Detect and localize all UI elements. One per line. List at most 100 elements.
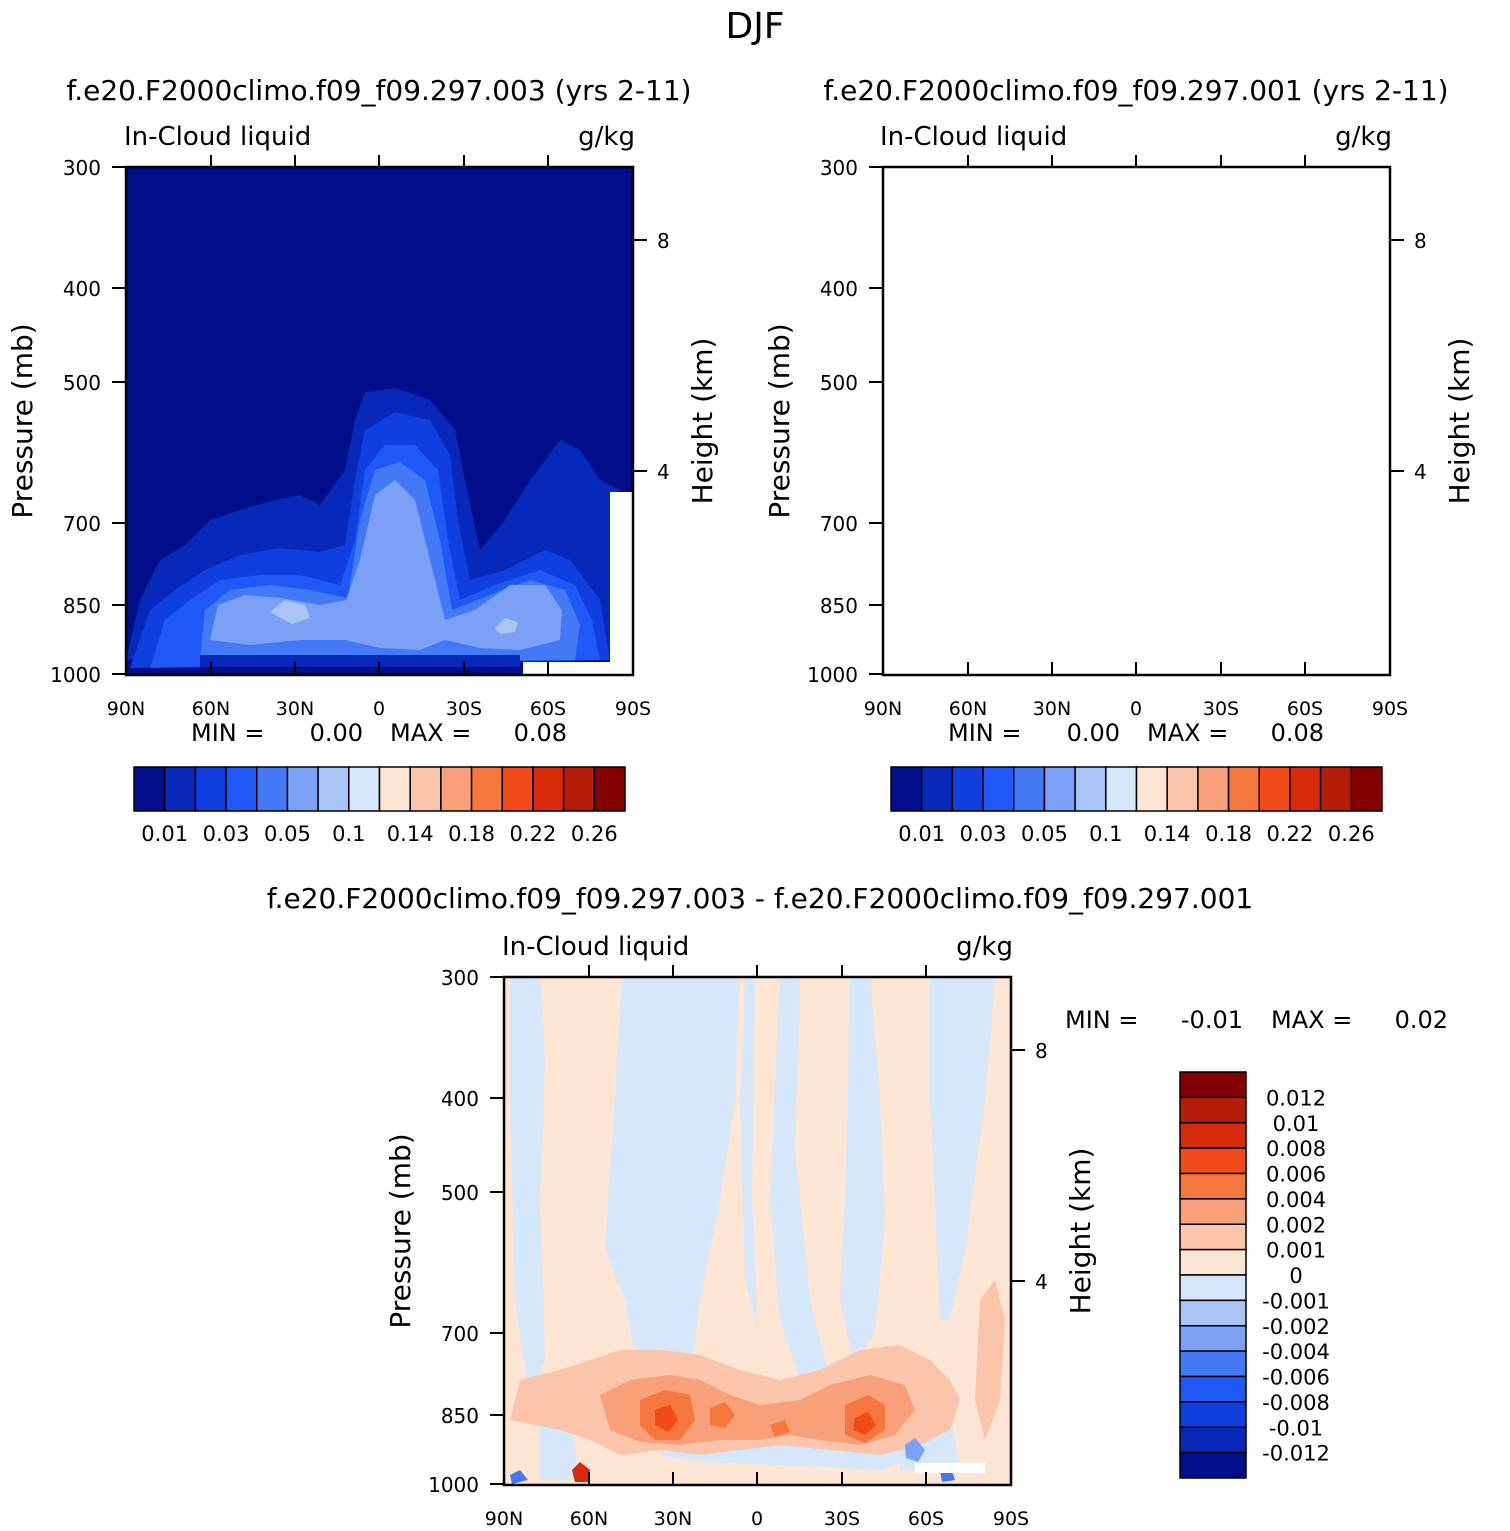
panel-b-xtick-marks bbox=[967, 155, 1306, 675]
panel-a-field bbox=[126, 167, 633, 675]
panel-b-xtick: 60N bbox=[949, 698, 987, 720]
panel-c-ytick: 850 bbox=[441, 1404, 479, 1428]
colorbar-label: 0.22 bbox=[1267, 822, 1314, 846]
colorbar-swatch bbox=[470, 766, 503, 812]
panel-c-max-label: MAX = bbox=[1271, 1006, 1352, 1034]
panel-a-near-surface-band bbox=[200, 655, 520, 667]
colorbar-label: -0.006 bbox=[1262, 1366, 1330, 1390]
colorbar-label: 0.1 bbox=[332, 822, 365, 846]
panel-c-negative-blue-spot bbox=[905, 1438, 925, 1462]
colorbar-label: 0.14 bbox=[1144, 822, 1191, 846]
panel-a-ytick: 400 bbox=[63, 277, 101, 301]
panel-c-ytick: 700 bbox=[441, 1322, 479, 1346]
panel-c-xtick: 90N bbox=[485, 1508, 523, 1530]
panel-b-units-label: g/kg bbox=[1335, 122, 1392, 152]
panel-c-max-value: 0.02 bbox=[1395, 1006, 1448, 1034]
colorbar-swatch bbox=[1179, 1248, 1247, 1276]
colorbar-label: 0.008 bbox=[1266, 1137, 1326, 1161]
panel-c-xticks: 90N 60N 30N 0 30S 60S 90S bbox=[485, 1508, 1029, 1530]
panel-a-y2tick: 8 bbox=[657, 229, 670, 253]
panel-b-field bbox=[883, 167, 1390, 675]
colorbar-swatch bbox=[1319, 766, 1353, 812]
colorbar-swatch bbox=[890, 766, 923, 812]
colorbar-label: 0.01 bbox=[141, 822, 188, 846]
panel-a-xtick: 0 bbox=[373, 698, 385, 720]
panel-c-pos-zone bbox=[975, 1280, 1005, 1440]
panel-a-max-value: 0.08 bbox=[514, 719, 567, 747]
colorbar-label: 0.012 bbox=[1266, 1086, 1326, 1110]
panel-model-003: f.e20.F2000climo.f09_f09.297.003 (yrs 2-… bbox=[6, 74, 719, 846]
colorbar-swatch bbox=[1074, 766, 1107, 812]
colorbar-swatch bbox=[1166, 766, 1199, 812]
colorbar-swatch bbox=[532, 766, 565, 812]
colorbar-swatch bbox=[133, 766, 166, 812]
colorbar-label: 0.001 bbox=[1266, 1239, 1326, 1263]
colorbar-swatch bbox=[1179, 1401, 1247, 1428]
panel-c-y2ticks: 8 4 bbox=[1011, 1039, 1048, 1294]
colorbar-swatch bbox=[348, 766, 381, 812]
panel-b-variable-label: In-Cloud liquid bbox=[880, 122, 1067, 152]
panel-b-xtick: 30N bbox=[1033, 698, 1071, 720]
panel-c-min-label: MIN = bbox=[1065, 1006, 1138, 1034]
panel-b-contour-level-6 bbox=[1025, 602, 1271, 631]
panel-b-y2tick: 4 bbox=[1414, 460, 1427, 484]
panel-b-y2tick: 8 bbox=[1414, 229, 1427, 253]
panel-c-variable-label: In-Cloud liquid bbox=[502, 932, 689, 962]
panel-b-contour-level-2 bbox=[887, 412, 1367, 668]
colorbar-swatch bbox=[1105, 766, 1138, 812]
colorbar-label: 0.26 bbox=[571, 822, 618, 846]
panel-b-xtick: 60S bbox=[1287, 698, 1323, 720]
panel-c-neg-zone bbox=[605, 977, 740, 1390]
colorbar-label: 0.03 bbox=[203, 822, 250, 846]
panel-a-contour-level-6 bbox=[270, 600, 518, 634]
panel-c-y2tick: 8 bbox=[1035, 1039, 1048, 1063]
colorbar-label: 0.26 bbox=[1328, 822, 1375, 846]
panel-a-variable-label: In-Cloud liquid bbox=[124, 122, 311, 152]
colorbar-swatch bbox=[1179, 1426, 1247, 1454]
colorbar-swatch bbox=[1179, 1350, 1247, 1378]
panel-c-colorbar: 0.0120.010.0080.0060.0040.0020.0010-0.00… bbox=[1179, 1071, 1330, 1479]
panel-a-ytick: 500 bbox=[63, 371, 101, 395]
panel-a-title: f.e20.F2000climo.f09_f09.297.003 (yrs 2-… bbox=[66, 74, 691, 107]
panel-a-xtick: 60S bbox=[530, 698, 566, 720]
panel-a-ytick: 700 bbox=[63, 512, 101, 536]
panel-c-y2tick: 4 bbox=[1035, 1270, 1048, 1294]
panel-b-y2label: Height (km) bbox=[1443, 338, 1476, 505]
panel-b-ytick: 500 bbox=[820, 371, 858, 395]
panel-a-xtick: 60N bbox=[192, 698, 230, 720]
colorbar-swatch bbox=[1179, 1274, 1247, 1302]
panel-b-contour-level-4 bbox=[957, 462, 1337, 660]
colorbar-swatch bbox=[1227, 766, 1260, 812]
panel-a-y2ticks: 8 4 bbox=[633, 229, 670, 484]
panel-b-ytick: 1000 bbox=[807, 663, 858, 687]
panel-c-xtick: 90S bbox=[993, 1508, 1029, 1530]
colorbar-swatch bbox=[440, 766, 473, 812]
panel-b-ytick: 400 bbox=[820, 277, 858, 301]
panel-c-neg-zone bbox=[930, 977, 995, 1320]
colorbar-swatch bbox=[982, 766, 1015, 812]
panel-b-ytick: 700 bbox=[820, 512, 858, 536]
colorbar-label: 0.22 bbox=[510, 822, 557, 846]
colorbar-label: 0.18 bbox=[1205, 822, 1252, 846]
panel-c-neg-zone bbox=[740, 977, 758, 1330]
colorbar-swatch bbox=[1179, 1325, 1247, 1352]
panel-b-yticks: 300 400 500 700 850 1000 bbox=[807, 156, 883, 687]
panel-a-max-label: MAX = bbox=[390, 719, 471, 747]
panel-c-ytick: 300 bbox=[441, 966, 479, 990]
colorbar-label: -0.001 bbox=[1262, 1289, 1330, 1313]
panel-c-neg-zone bbox=[540, 1420, 580, 1480]
panel-b-frame bbox=[881, 165, 1392, 677]
panel-b-xtick: 90S bbox=[1372, 698, 1408, 720]
panel-a-yticks: 300 400 500 700 850 1000 bbox=[50, 156, 126, 687]
panel-a-ytick: 300 bbox=[63, 156, 101, 180]
panel-model-001: f.e20.F2000climo.f09_f09.297.001 (yrs 2-… bbox=[763, 74, 1476, 846]
colorbar-swatch bbox=[1179, 1096, 1247, 1124]
panel-b-contour-level-1 bbox=[883, 388, 1377, 660]
colorbar-swatch bbox=[1179, 1147, 1247, 1175]
panel-a-ylabel: Pressure (mb) bbox=[6, 323, 39, 518]
panel-b-min-label: MIN = bbox=[948, 719, 1021, 747]
panel-c-field bbox=[504, 977, 1011, 1485]
panel-b-xtick: 0 bbox=[1130, 698, 1142, 720]
colorbar-swatch bbox=[194, 766, 227, 812]
